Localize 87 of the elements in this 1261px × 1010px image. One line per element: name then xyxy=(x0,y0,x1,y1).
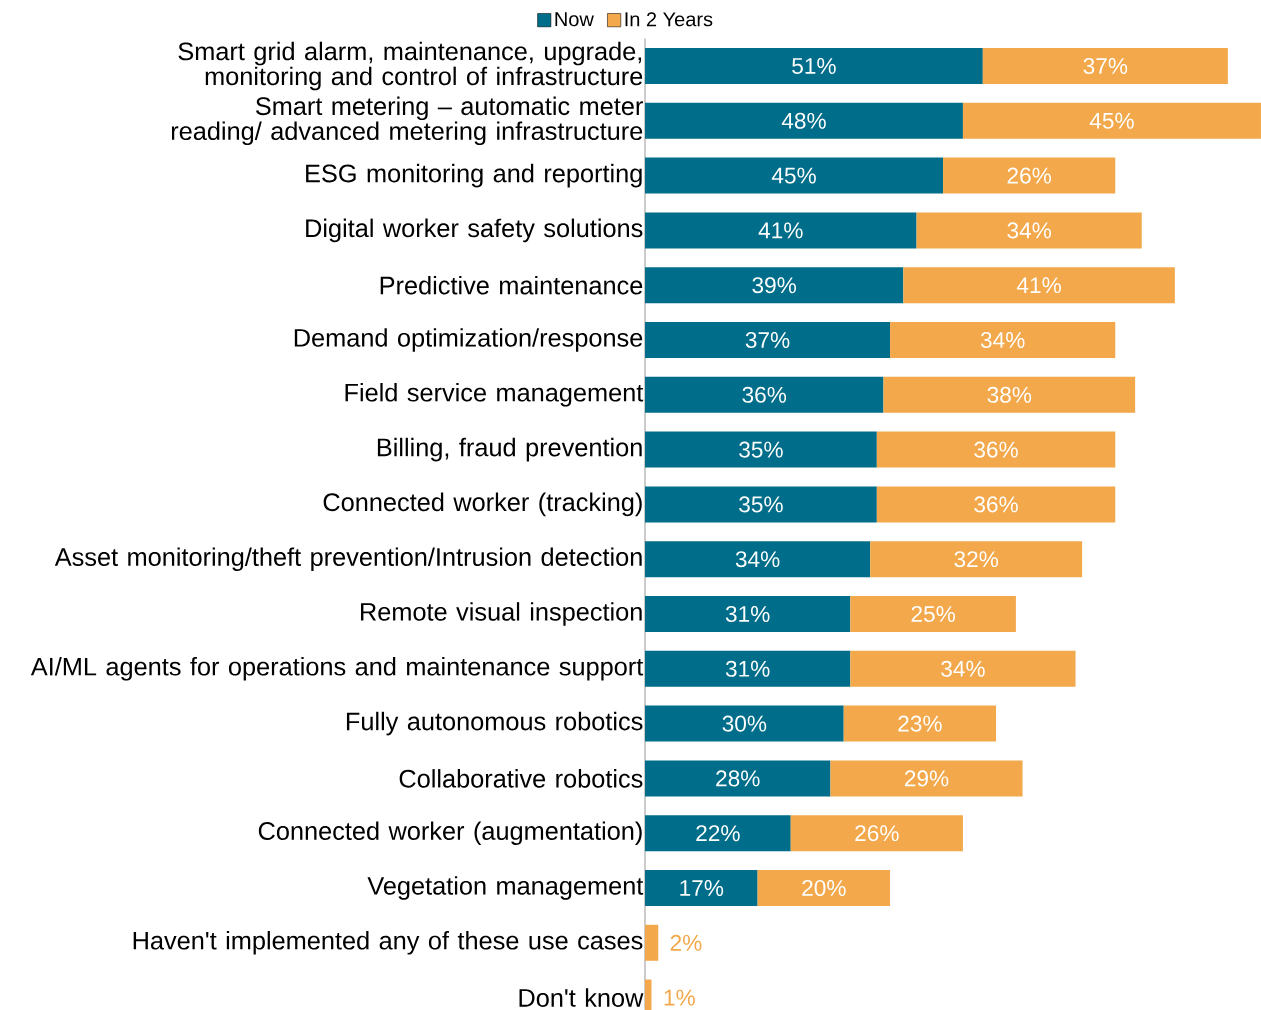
data-label: 29% xyxy=(904,770,949,787)
bar xyxy=(903,267,1175,304)
bar xyxy=(830,760,1023,797)
y-tick-label: Fully autonomous robotics xyxy=(346,711,643,736)
y-tick-label: ESG monitoring and reporting xyxy=(306,163,642,188)
data-label: 41% xyxy=(1016,277,1061,294)
y-tick-label: Vegetation management xyxy=(367,876,644,900)
data-label: 17% xyxy=(680,880,724,896)
y-tick-label: Remote visual inspection xyxy=(361,602,642,626)
y-tick-label: Collaborative robotics xyxy=(399,769,643,788)
bar xyxy=(850,596,1016,632)
bar xyxy=(645,267,904,304)
bar xyxy=(645,102,963,139)
data-label: 39% xyxy=(752,277,797,294)
bar xyxy=(843,705,997,742)
y-tick-label: Field service management xyxy=(345,382,644,407)
data-label: 38% xyxy=(987,386,1032,403)
y-tick-label: Haven't implemented any of these use cases xyxy=(133,930,643,955)
y-tick-label: Smart metering – automatic meter reading/ advanced metering infrastructure xyxy=(171,96,643,146)
bar xyxy=(645,212,917,249)
data-label: 23% xyxy=(898,715,942,732)
data-label: 41% xyxy=(758,222,803,239)
data-label: 1% xyxy=(664,989,695,1006)
bar xyxy=(645,157,944,194)
bar xyxy=(876,486,1116,523)
bar xyxy=(645,486,877,523)
data-label: 34% xyxy=(941,660,985,677)
bar xyxy=(850,650,1076,687)
data-label: 35% xyxy=(739,441,783,458)
bar xyxy=(645,376,884,413)
data-label: 26% xyxy=(1007,167,1052,184)
bar xyxy=(645,760,831,797)
data-label: 48% xyxy=(781,112,826,129)
legend-label: Now xyxy=(555,12,594,27)
data-label: 37% xyxy=(1083,57,1128,75)
bar xyxy=(645,650,851,687)
data-label: 32% xyxy=(954,551,999,568)
bar xyxy=(645,705,844,742)
data-label: 22% xyxy=(696,825,740,842)
bar xyxy=(962,102,1261,139)
bar xyxy=(916,212,1142,249)
bar xyxy=(982,48,1228,84)
data-label: 45% xyxy=(771,167,816,184)
data-label: 35% xyxy=(739,496,783,513)
data-label: 45% xyxy=(1089,112,1134,129)
data-label: 25% xyxy=(911,605,955,623)
data-label: 34% xyxy=(735,551,780,568)
data-label: 34% xyxy=(1007,222,1052,239)
data-label: 34% xyxy=(980,331,1025,349)
data-label: 36% xyxy=(742,386,787,403)
bar xyxy=(645,924,659,961)
bar xyxy=(645,815,791,852)
y-tick-label: Billing, fraud prevention xyxy=(377,437,642,462)
y-tick-label: Don't know xyxy=(519,988,644,1007)
y-tick-label: AI/ML agents for operations and maintenance support xyxy=(30,656,644,681)
bar xyxy=(645,431,877,468)
bar xyxy=(645,48,983,84)
bar xyxy=(645,322,891,358)
data-label: 36% xyxy=(974,496,1018,513)
y-tick-label: Predictive maintenance xyxy=(380,275,643,295)
bar xyxy=(645,541,871,578)
data-label: 51% xyxy=(792,58,836,74)
data-label: 26% xyxy=(855,825,899,842)
data-label: 31% xyxy=(725,660,770,677)
data-label: 20% xyxy=(802,879,846,897)
data-label: 2% xyxy=(670,934,702,951)
y-tick-label: Connected worker (tracking) xyxy=(323,492,642,517)
y-tick-label: Connected worker (augmentation) xyxy=(258,821,642,845)
y-tick-label: Demand optimization/response xyxy=(294,328,643,352)
bar xyxy=(757,869,891,906)
bar xyxy=(870,541,1083,578)
legend-label: In 2 Years xyxy=(625,12,713,27)
bar xyxy=(883,376,1136,413)
bar xyxy=(645,869,758,906)
data-label: 37% xyxy=(745,331,790,349)
data-label: 30% xyxy=(722,715,767,732)
bar xyxy=(876,431,1116,468)
data-label: 36% xyxy=(974,441,1018,458)
bar xyxy=(790,815,963,852)
y-tick-label: Digital worker safety solutions xyxy=(306,218,643,243)
bar xyxy=(943,157,1116,194)
bar xyxy=(645,596,851,632)
bar xyxy=(890,322,1116,358)
y-tick-label: Asset monitoring/theft prevention/Intrusion detection xyxy=(54,547,642,571)
y-tick-label: Smart grid alarm, maintenance, upgrade, monitoring and control of infrastructure xyxy=(178,41,643,91)
data-label: 28% xyxy=(716,770,760,787)
data-label: 31% xyxy=(725,605,770,623)
